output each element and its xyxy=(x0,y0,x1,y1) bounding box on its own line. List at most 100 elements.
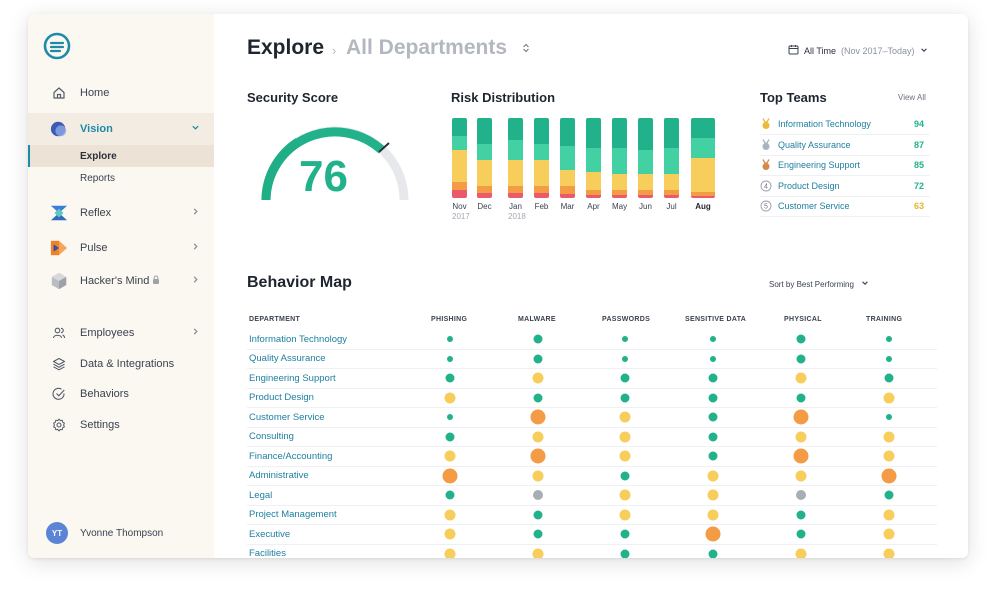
sort-caret-icon[interactable] xyxy=(522,43,530,56)
department-name[interactable]: Finance/Accounting xyxy=(249,450,333,462)
behavior-dot[interactable] xyxy=(444,509,456,521)
table-row[interactable]: Information Technology xyxy=(247,330,937,350)
behavior-dot[interactable] xyxy=(445,432,455,442)
behavior-dot[interactable] xyxy=(796,529,806,539)
department-name[interactable]: Engineering Support xyxy=(249,372,336,384)
behavior-dot[interactable] xyxy=(795,431,807,443)
risk-bar-jan[interactable] xyxy=(508,118,523,198)
behavior-dot[interactable] xyxy=(444,548,456,558)
behavior-dot[interactable] xyxy=(620,529,630,539)
behavior-dot[interactable] xyxy=(705,526,721,542)
behavior-dot[interactable] xyxy=(886,355,892,362)
behavior-dot[interactable] xyxy=(707,509,719,521)
department-name[interactable]: Quality Assurance xyxy=(249,353,326,365)
sidebar-item-hackers-mind[interactable]: Hacker's Mind xyxy=(28,265,214,297)
table-row[interactable]: Product Design xyxy=(247,389,937,408)
risk-bar-may[interactable] xyxy=(612,118,627,198)
behavior-dot[interactable] xyxy=(622,355,628,362)
behavior-dot[interactable] xyxy=(884,373,894,383)
behavior-dot[interactable] xyxy=(883,528,895,540)
breadcrumb-department[interactable]: All Departments xyxy=(346,36,508,59)
department-name[interactable]: Product Design xyxy=(249,392,314,404)
time-range-filter[interactable]: All Time (Nov 2017–Today) xyxy=(788,44,928,57)
behavior-dot[interactable] xyxy=(620,373,630,383)
behavior-dot[interactable] xyxy=(795,470,807,482)
app-logo[interactable] xyxy=(43,32,71,60)
behavior-dot[interactable] xyxy=(883,509,895,521)
team-row[interactable]: Quality Assurance 87 xyxy=(760,135,930,156)
column-header[interactable]: PHISHING xyxy=(431,316,468,323)
behavior-dot[interactable] xyxy=(708,393,718,403)
behavior-dot[interactable] xyxy=(533,490,543,501)
behavior-dot[interactable] xyxy=(530,448,546,464)
table-row[interactable]: Project Management xyxy=(247,506,937,525)
behavior-dot[interactable] xyxy=(445,373,455,383)
sidebar-item-employees[interactable]: Employees xyxy=(28,317,214,349)
column-header[interactable]: MALWARE xyxy=(518,316,556,323)
behavior-dot[interactable] xyxy=(533,354,543,364)
behavior-dot[interactable] xyxy=(796,510,806,520)
table-row[interactable]: Quality Assurance xyxy=(247,350,937,369)
behavior-dot[interactable] xyxy=(444,528,456,540)
chevron-right-icon[interactable] xyxy=(191,207,200,219)
behavior-dot[interactable] xyxy=(793,409,809,425)
behavior-dot[interactable] xyxy=(708,451,718,461)
table-row[interactable]: Administrative xyxy=(247,467,937,486)
sidebar-subitem-explore[interactable]: Explore xyxy=(28,145,214,167)
behavior-dot[interactable] xyxy=(793,448,809,464)
behavior-dot[interactable] xyxy=(533,393,543,403)
behavior-dot[interactable] xyxy=(883,392,895,404)
behavior-dot[interactable] xyxy=(881,468,897,484)
behavior-dot[interactable] xyxy=(442,468,458,484)
behavior-dot[interactable] xyxy=(796,354,806,364)
behavior-dot[interactable] xyxy=(796,490,806,501)
behavior-dot[interactable] xyxy=(708,412,718,422)
table-row[interactable]: Consulting xyxy=(247,428,937,447)
risk-bar-dec[interactable] xyxy=(477,118,492,198)
behavior-dot[interactable] xyxy=(708,432,718,442)
behavior-dot[interactable] xyxy=(707,489,719,501)
column-header[interactable]: TRAINING xyxy=(866,316,903,323)
behavior-dot[interactable] xyxy=(619,509,631,521)
risk-bar-aug[interactable] xyxy=(691,118,715,198)
team-row[interactable]: 5 Customer Service 63 xyxy=(760,196,930,217)
department-name[interactable]: Information Technology xyxy=(249,333,348,345)
sidebar-item-pulse[interactable]: Pulse xyxy=(28,232,214,264)
team-row[interactable]: 4 Product Design 72 xyxy=(760,176,930,197)
behavior-dot[interactable] xyxy=(795,548,807,558)
behavior-dot[interactable] xyxy=(532,548,544,558)
table-row[interactable]: Customer Service xyxy=(247,408,937,428)
behavior-dot[interactable] xyxy=(620,393,630,403)
sidebar-subitem-reports[interactable]: Reports xyxy=(28,167,214,189)
sort-dropdown[interactable]: Sort by Best Performing xyxy=(769,279,869,289)
behavior-dot[interactable] xyxy=(532,431,544,443)
team-row[interactable]: Information Technology 94 xyxy=(760,114,930,135)
column-header[interactable]: PHYSICAL xyxy=(784,316,822,323)
risk-bar-jul[interactable] xyxy=(664,118,679,198)
sidebar-item-reflex[interactable]: Reflex xyxy=(28,197,214,229)
risk-bar-apr[interactable] xyxy=(586,118,601,198)
behavior-dot[interactable] xyxy=(445,490,455,500)
table-row[interactable]: Legal xyxy=(247,486,937,506)
behavior-dot[interactable] xyxy=(444,450,456,462)
risk-bar-mar[interactable] xyxy=(560,118,575,198)
view-all-link[interactable]: View All xyxy=(898,93,926,102)
behavior-dot[interactable] xyxy=(884,490,894,500)
behavior-dot[interactable] xyxy=(886,336,892,343)
risk-bar-feb[interactable] xyxy=(534,118,549,198)
sidebar-item-settings[interactable]: Settings xyxy=(28,409,214,441)
behavior-dot[interactable] xyxy=(795,372,807,384)
sidebar-item-vision[interactable]: Vision xyxy=(28,113,214,145)
behavior-dot[interactable] xyxy=(710,336,716,343)
team-row[interactable]: Engineering Support 85 xyxy=(760,155,930,176)
department-name[interactable]: Legal xyxy=(249,489,273,501)
risk-bar-nov[interactable] xyxy=(452,118,467,198)
chevron-right-icon[interactable] xyxy=(191,242,200,254)
sidebar-item-home[interactable]: Home xyxy=(28,77,214,109)
behavior-dot[interactable] xyxy=(444,392,456,404)
behavior-dot[interactable] xyxy=(708,373,718,383)
behavior-dot[interactable] xyxy=(620,471,630,481)
table-row[interactable]: Facilities xyxy=(247,545,937,558)
behavior-dot[interactable] xyxy=(533,334,543,344)
behavior-dot[interactable] xyxy=(532,372,544,384)
